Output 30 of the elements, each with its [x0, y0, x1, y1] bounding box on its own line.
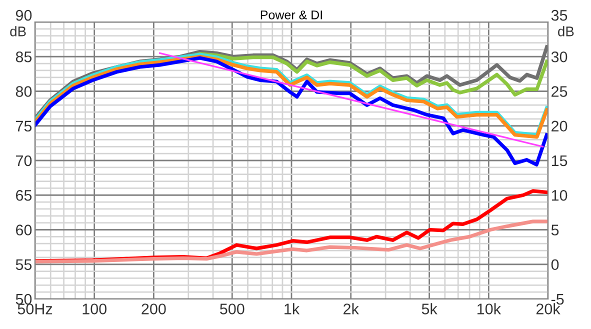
y-tick-label: 55: [16, 259, 32, 270]
y-tick-label: 85: [16, 51, 32, 62]
y-tick-label: 90: [16, 10, 32, 21]
x-tick-label: 50Hz: [18, 304, 52, 314]
y-tick-label: 80: [16, 86, 32, 97]
y2-tick-label: 5: [551, 224, 559, 236]
x-tick-label: 2k: [344, 303, 359, 314]
y2-tick-label: 0: [551, 259, 559, 270]
y2-axis-title: dB: [558, 26, 574, 36]
y-tick-label: 70: [16, 155, 32, 166]
x-tick-label: 1k: [284, 303, 300, 314]
y2-tick-label: 10: [552, 190, 568, 201]
y-tick-label: 50: [16, 294, 32, 305]
y-tick-label: 75: [16, 120, 32, 132]
y2-tick-label: -5: [551, 294, 564, 305]
y2-tick-label: 30: [551, 51, 568, 62]
y2-tick-label: 20: [552, 120, 568, 132]
y2-tick-label: 15: [552, 156, 568, 166]
x-tick-label: 100: [82, 304, 106, 314]
x-tick-label: 5k: [422, 303, 438, 314]
y2-tick-label: 25: [552, 86, 568, 97]
x-tick-label: 200: [142, 304, 166, 314]
x-tick-label: 20k: [536, 303, 560, 314]
y2-tick-label: 35: [551, 10, 568, 21]
x-tick-label: 10k: [478, 303, 501, 314]
x-tick-label: 500: [220, 304, 244, 314]
chart-title: Power & DI: [260, 10, 322, 20]
y-tick-label: 65: [16, 190, 32, 201]
y-axis-title: dB: [10, 26, 26, 36]
y-tick-label: 60: [16, 224, 32, 236]
